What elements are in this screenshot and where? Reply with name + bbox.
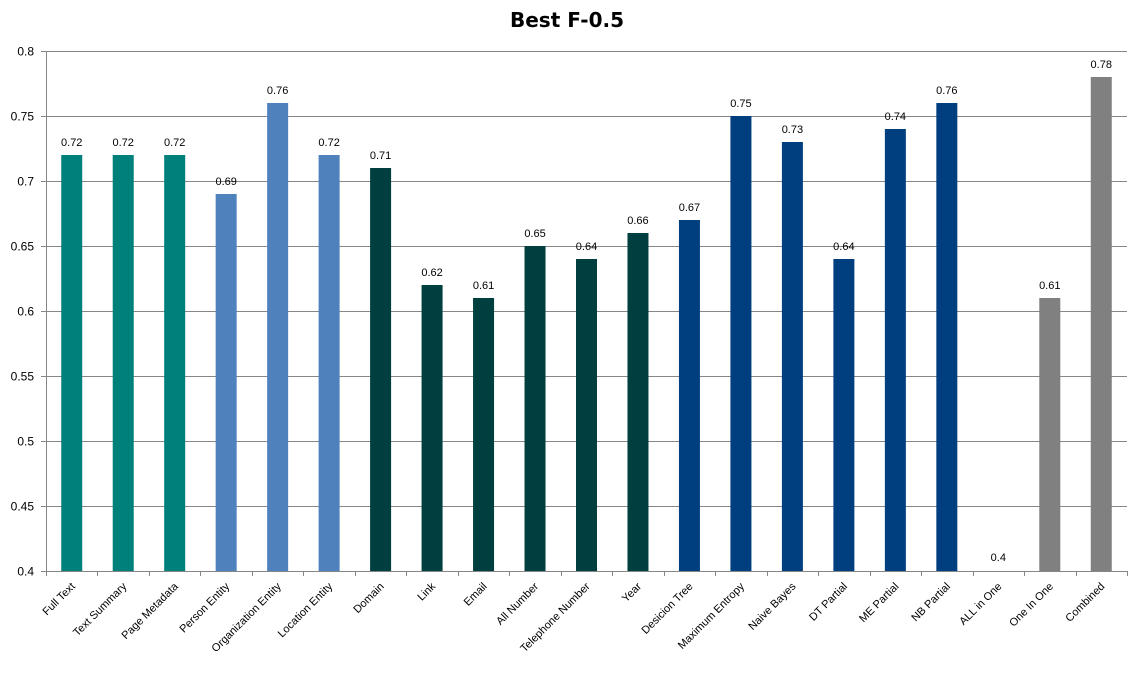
data-label: 0.74 — [885, 111, 906, 123]
data-label: 0.73 — [782, 124, 803, 136]
bar — [884, 129, 906, 571]
data-label: 0.72 — [164, 137, 185, 149]
data-label: 0.61 — [1039, 280, 1060, 292]
bar — [730, 116, 752, 571]
data-label: 0.65 — [524, 228, 545, 240]
data-label: 0.69 — [215, 176, 236, 188]
data-label: 0.72 — [318, 137, 339, 149]
bar — [164, 155, 186, 571]
y-tick-label: 0.5 — [17, 435, 34, 449]
axes — [46, 51, 1128, 576]
bar — [576, 259, 597, 571]
y-tick-label: 0.8 — [17, 45, 34, 59]
y-tick-label: 0.7 — [17, 175, 34, 189]
data-label: 0.62 — [421, 267, 442, 279]
bar — [1090, 77, 1112, 571]
x-category-label: Text Summary — [71, 580, 130, 639]
data-label: 0.61 — [473, 280, 494, 292]
data-label: 0.67 — [679, 202, 700, 214]
bar — [627, 233, 649, 571]
x-category-label: NB Partial — [909, 581, 953, 625]
y-tick-label: 0.4 — [17, 565, 34, 579]
bar — [421, 285, 443, 571]
bar — [936, 103, 958, 571]
x-category-label: Person Entity — [178, 580, 233, 635]
y-tick-label: 0.45 — [11, 500, 35, 514]
x-category-label: ME Partial — [857, 581, 901, 625]
data-label: 0.64 — [576, 241, 597, 253]
bar — [267, 103, 289, 571]
x-category-label: Desicion Tree — [640, 581, 696, 637]
x-category-label: Location Entity — [276, 580, 336, 640]
bar — [112, 155, 134, 571]
bar — [318, 155, 340, 571]
data-label: 0.75 — [730, 98, 751, 110]
bar — [524, 246, 546, 571]
bar — [215, 194, 237, 571]
x-category-label: Naive Bayes — [746, 580, 799, 633]
x-category-label: Year — [620, 580, 644, 604]
data-labels: 0.72 0.72 0.72 0.69 0.76 0.72 0.71 0.62 0.61 0.65… — [61, 59, 1112, 564]
x-category-label: ALL in One — [957, 581, 1004, 628]
chart-title: Best F-0.5 — [510, 8, 624, 32]
data-label: 0.71 — [370, 150, 391, 162]
bar — [370, 168, 392, 571]
x-category-label: Email — [462, 581, 490, 609]
x-category-label: All Number — [494, 580, 541, 627]
x-category-label: Domain — [351, 581, 386, 616]
y-tick-label: 0.6 — [17, 305, 34, 319]
x-category-label: Link — [415, 580, 438, 603]
bar — [833, 259, 855, 571]
y-tick-label: 0.65 — [11, 240, 35, 254]
bar — [473, 298, 495, 571]
y-tick-label: 0.55 — [11, 370, 35, 384]
data-label: 0.4 — [991, 552, 1006, 564]
bars — [61, 77, 1112, 571]
data-label: 0.78 — [1091, 59, 1112, 71]
bar — [1039, 298, 1061, 571]
x-category-label: Combined — [1063, 581, 1107, 625]
x-category-label: One In One — [1007, 581, 1056, 630]
bar — [61, 155, 83, 571]
y-axis-ticks: 0.4 0.45 0.5 0.55 0.6 0.65 0.7 0.75 0.8 — [11, 45, 46, 579]
data-label: 0.66 — [627, 215, 648, 227]
x-category-label: Full Text — [41, 581, 78, 618]
x-category-label: DT Partial — [807, 581, 850, 624]
bar — [678, 220, 700, 571]
data-label: 0.72 — [61, 137, 82, 149]
data-label: 0.76 — [936, 85, 957, 97]
data-label: 0.76 — [267, 85, 288, 97]
data-label: 0.64 — [833, 241, 854, 253]
data-label: 0.72 — [113, 137, 134, 149]
y-tick-label: 0.75 — [11, 110, 35, 124]
bar — [781, 142, 803, 571]
